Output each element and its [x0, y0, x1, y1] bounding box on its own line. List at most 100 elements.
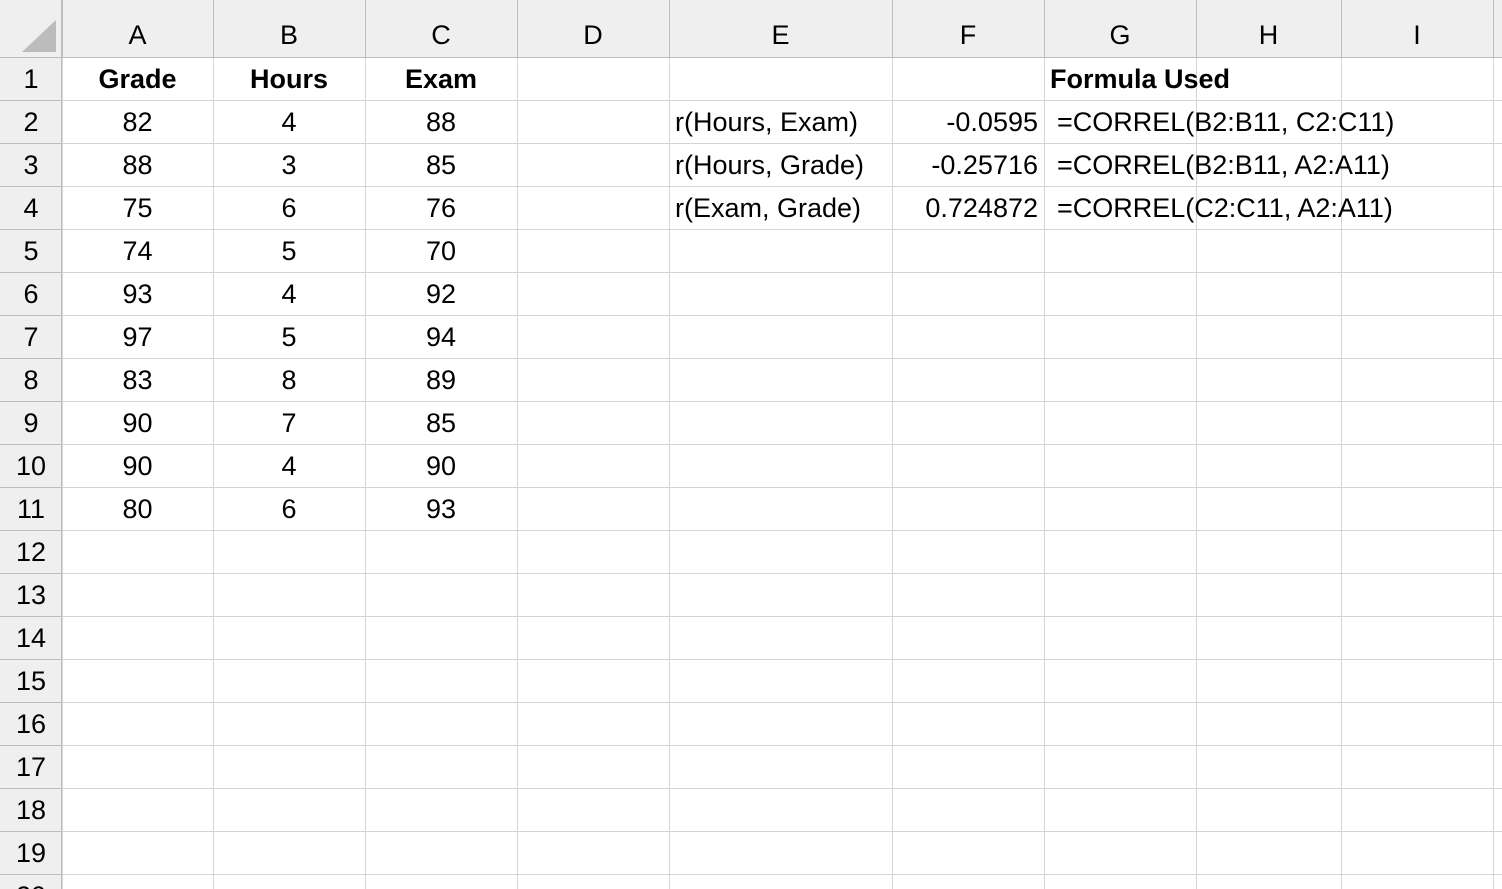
cell-value: 80: [122, 494, 153, 524]
row-header[interactable]: 18: [15, 795, 47, 825]
cell-value: 82: [122, 107, 153, 137]
grid-line: [365, 57, 366, 889]
cell-value: 88: [425, 107, 457, 137]
row-header[interactable]: 19: [15, 838, 47, 868]
header-divider: [1341, 0, 1342, 57]
row-header[interactable]: 6: [23, 279, 39, 309]
column-header[interactable]: A: [128, 20, 147, 50]
cell-value: 5: [281, 322, 297, 352]
cell-value: 90: [122, 451, 153, 481]
row-header[interactable]: 20: [0, 875, 62, 889]
grid-line: [62, 573, 1502, 574]
grid-line: [62, 831, 1502, 832]
row-header[interactable]: 12: [15, 537, 47, 567]
header-divider: [0, 874, 62, 875]
cell-value: 70: [425, 236, 457, 266]
column-header[interactable]: D: [583, 20, 603, 50]
header-divider: [517, 0, 518, 57]
grid-line: [1044, 57, 1045, 889]
grid-line: [62, 358, 1502, 359]
cell-value: 93: [122, 279, 153, 309]
row-header[interactable]: 13: [15, 580, 47, 610]
cell-value: 83: [122, 365, 153, 395]
cell-value: 90: [122, 408, 153, 438]
header-divider: [0, 788, 62, 789]
cell-value: 76: [425, 193, 457, 223]
header-divider: [1044, 0, 1045, 57]
header-divider: [0, 659, 62, 660]
cell-formula: =CORREL(B2:B11, C2:C11): [1057, 107, 1395, 137]
row-header[interactable]: 9: [23, 408, 39, 438]
cell-value: 4: [281, 279, 297, 309]
header-divider: [62, 0, 63, 57]
cell-value: 8: [281, 365, 297, 395]
grid-line: [1196, 57, 1197, 889]
row-header[interactable]: 15: [15, 666, 47, 696]
cell-label: r(Hours, Grade): [675, 150, 865, 180]
row-header[interactable]: 1: [23, 64, 39, 94]
row-header[interactable]: 11: [16, 494, 46, 524]
cell-value: -0.0595: [946, 107, 1038, 137]
grid-line: [1493, 57, 1494, 889]
cell-label: r(Hours, Exam): [675, 107, 859, 137]
grid-line: [62, 186, 1502, 187]
row-header[interactable]: 7: [23, 322, 39, 352]
row-header[interactable]: 2: [23, 107, 39, 137]
row-header[interactable]: 10: [15, 451, 47, 481]
header-divider: [1493, 0, 1494, 57]
grid-line: [1341, 57, 1342, 889]
header-divider: [0, 401, 62, 402]
column-header[interactable]: C: [431, 20, 451, 50]
row-header[interactable]: 17: [15, 752, 47, 782]
grid-line: [62, 702, 1502, 703]
grid-line: [62, 745, 1502, 746]
header-divider: [0, 186, 62, 187]
row-header[interactable]: 3: [23, 150, 39, 180]
header-divider: [0, 272, 62, 273]
column-header[interactable]: E: [771, 20, 790, 50]
cell-label: r(Exam, Grade): [675, 193, 862, 223]
grid-line: [62, 659, 1502, 660]
grid-line: [62, 530, 1502, 531]
row-header[interactable]: 8: [23, 365, 39, 395]
cell-value: 6: [281, 193, 297, 223]
cell-value: 88: [122, 150, 153, 180]
column-header[interactable]: F: [959, 20, 977, 50]
header-divider: [61, 0, 62, 889]
column-header[interactable]: B: [279, 20, 298, 50]
header-divider: [1196, 0, 1197, 57]
header-divider: [0, 315, 62, 316]
cell-value: 85: [425, 408, 457, 438]
column-header[interactable]: I: [1413, 20, 1421, 50]
header-divider: [0, 57, 1502, 58]
grid-line: [62, 444, 1502, 445]
header-divider: [0, 358, 62, 359]
grid-line: [62, 315, 1502, 316]
column-title: Formula Used: [1050, 64, 1231, 94]
row-header[interactable]: 16: [15, 709, 47, 739]
column-header[interactable]: G: [1109, 20, 1131, 50]
grid-line: [62, 874, 1502, 875]
cell-value: 92: [425, 279, 457, 309]
grid-line: [62, 100, 1502, 101]
grid-line: [62, 57, 63, 889]
row-header[interactable]: 4: [23, 193, 39, 223]
cell-value: 97: [122, 322, 153, 352]
grid-line: [669, 57, 670, 889]
cell-value: 89: [425, 365, 457, 395]
grid-line: [213, 57, 214, 889]
header-divider: [0, 143, 62, 144]
row-header[interactable]: 14: [15, 623, 47, 653]
column-header[interactable]: H: [1258, 20, 1279, 50]
header-divider: [0, 487, 62, 488]
row-header[interactable]: 5: [23, 236, 39, 266]
header-divider: [0, 100, 62, 101]
grid-line: [62, 487, 1502, 488]
grid-line: [62, 272, 1502, 273]
cell-value: 0.724872: [925, 193, 1038, 223]
column-title: Grade: [98, 64, 177, 94]
select-all-corner[interactable]: [0, 0, 62, 57]
cell-value: 75: [122, 193, 153, 223]
column-title: Hours: [249, 64, 328, 94]
